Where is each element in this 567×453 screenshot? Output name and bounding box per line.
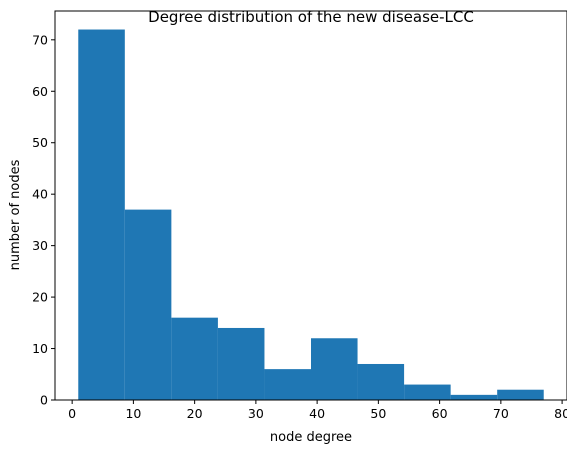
histogram-bar — [217, 327, 265, 400]
x-tick-label: 20 — [187, 406, 203, 421]
x-tick-label: 30 — [248, 406, 264, 421]
histogram-bar — [450, 394, 498, 400]
chart-title: Degree distribution of the new disease-L… — [148, 8, 474, 26]
y-tick-label: 60 — [32, 84, 48, 99]
histogram-bar — [264, 369, 311, 400]
bars-group — [78, 29, 544, 401]
y-tick-label: 50 — [32, 135, 48, 150]
y-tick-label: 0 — [40, 393, 48, 408]
histogram-bar — [311, 338, 358, 400]
x-tick-label: 60 — [432, 406, 448, 421]
histogram-bar — [404, 384, 451, 400]
y-tick-label: 40 — [32, 187, 48, 202]
plot-frame — [54, 10, 567, 401]
x-tick-label: 0 — [68, 406, 76, 421]
histogram-bar — [171, 317, 218, 400]
y-tick-label: 30 — [32, 238, 48, 253]
histogram-bar — [357, 363, 405, 400]
x-tick-label: 50 — [370, 406, 386, 421]
x-axis-label: node degree — [270, 430, 352, 445]
x-tick-label: 80 — [554, 406, 567, 421]
y-axis: 0 10 20 30 40 50 60 70 — [32, 32, 55, 408]
x-tick-label: 70 — [493, 406, 509, 421]
x-tick-label: 40 — [309, 406, 325, 421]
y-axis-label: number of nodes — [8, 159, 23, 270]
histogram-bar — [497, 389, 544, 400]
y-tick-label: 20 — [32, 290, 48, 305]
x-tick-label: 10 — [125, 406, 141, 421]
y-tick-label: 70 — [32, 32, 48, 47]
y-tick-label: 10 — [32, 341, 48, 356]
histogram-bar — [78, 29, 125, 401]
histogram-bar — [124, 209, 172, 400]
x-axis: 0 10 20 30 40 50 60 70 80 — [68, 400, 567, 421]
